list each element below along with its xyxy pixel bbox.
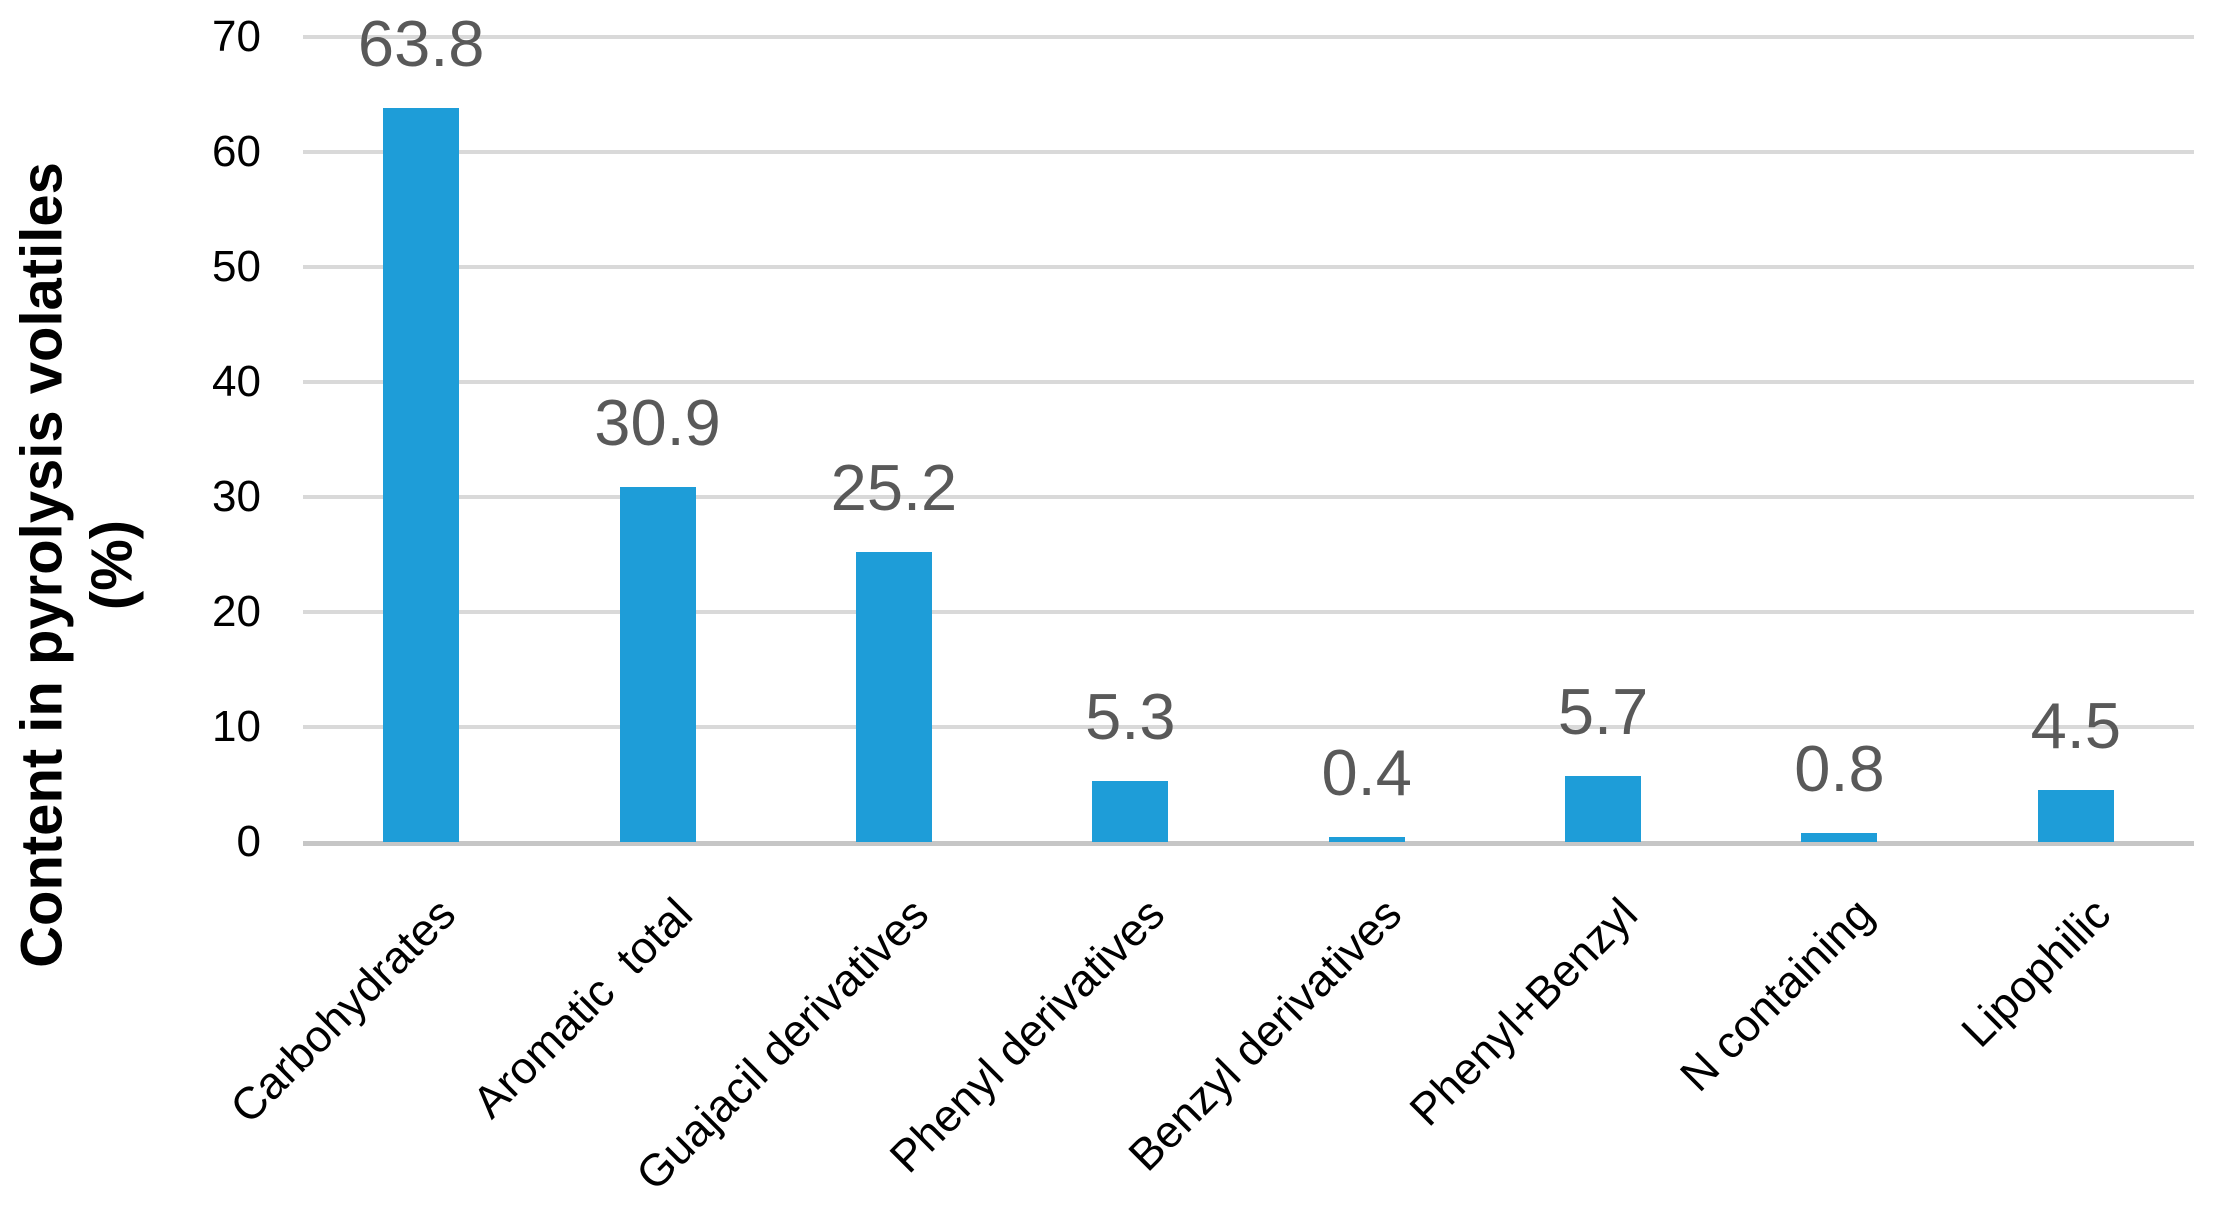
value-label: 0.8 <box>1794 731 1885 805</box>
bar <box>2037 790 2114 842</box>
value-label: 5.3 <box>1085 680 1176 754</box>
bar <box>855 552 932 842</box>
value-label: 4.5 <box>2030 689 2121 763</box>
y-tick-label: 30 <box>212 472 261 521</box>
gridline <box>303 610 2194 614</box>
bar <box>1801 832 1878 842</box>
gridline <box>303 150 2194 154</box>
gridline <box>303 35 2194 39</box>
y-tick-label: 70 <box>212 12 261 61</box>
y-tick-label: 50 <box>212 242 261 291</box>
bar <box>383 108 460 842</box>
y-tick-label: 0 <box>236 817 261 866</box>
gridline <box>303 495 2194 499</box>
gridline <box>303 380 2194 384</box>
y-tick-label: 60 <box>212 127 261 176</box>
bar <box>619 486 696 842</box>
value-label: 63.8 <box>357 7 485 81</box>
y-tick-label: 40 <box>212 357 261 406</box>
y-tick-label: 20 <box>212 587 261 636</box>
y-tick-label: 10 <box>212 702 261 751</box>
bar <box>1092 781 1169 842</box>
value-label: 25.2 <box>830 451 958 525</box>
value-label: 0.4 <box>1321 736 1412 810</box>
bar <box>1328 837 1405 842</box>
value-label: 30.9 <box>594 385 721 459</box>
x-axis-line <box>303 841 2194 846</box>
bar <box>1565 776 1642 842</box>
gridline <box>303 265 2194 269</box>
value-label: 5.7 <box>1557 675 1649 749</box>
gridline <box>303 725 2194 729</box>
